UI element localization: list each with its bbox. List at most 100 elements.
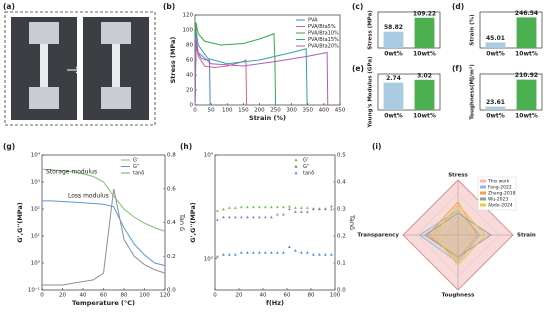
data-point [270, 205, 273, 209]
data-point [258, 215, 261, 219]
x-tick-label: 0wt% [486, 51, 505, 58]
data-point [216, 255, 219, 258]
data-point [282, 205, 285, 209]
x-tick-label: 10wt% [515, 113, 538, 120]
x-tick-label: 250 [270, 108, 281, 114]
legend-label: PVA/Bta20% [308, 44, 339, 50]
legend-label: PVA/Bta5% [308, 24, 336, 30]
annotation: Storage modulus [46, 169, 97, 176]
legend-marker [294, 158, 298, 162]
panel-label: (f) [452, 64, 462, 73]
data-line [194, 41, 248, 106]
data-point [216, 218, 219, 221]
data-line [194, 22, 277, 106]
annotation: Loss modulus [68, 193, 109, 200]
clamp [101, 22, 131, 44]
x-tick-label: 20 [59, 293, 66, 299]
legend-marker [294, 164, 298, 168]
data-point [288, 245, 291, 249]
y-tick-label: 80 [186, 43, 193, 49]
data-point [282, 251, 285, 254]
data-point [318, 207, 321, 211]
x-tick-label: 40 [260, 293, 267, 299]
y2-tick-label: 0.1 [337, 261, 346, 267]
radar-polygon [424, 212, 492, 258]
data-point [276, 205, 279, 209]
y2-tick-label: 0.8 [167, 153, 176, 159]
data-point [324, 207, 327, 211]
value-label: 210.92 [515, 72, 538, 79]
data-point [234, 253, 237, 256]
data-point [264, 215, 267, 219]
x-tick-label: 100 [330, 293, 341, 299]
legend-marker [294, 171, 298, 175]
radar-polygon [427, 201, 478, 261]
legend-swatch [480, 203, 486, 207]
x-axis-label: Strain (%) [249, 114, 286, 122]
data-line [42, 188, 166, 286]
data-point [300, 251, 303, 254]
panel-label: (i) [372, 142, 381, 151]
x-tick-label: 120 [160, 293, 171, 299]
y2-tick-label: 0.6 [167, 186, 176, 192]
radar-axis-label: Stress [448, 173, 468, 179]
y-tick-label: 100 [183, 28, 194, 34]
value-label: 23.61 [486, 99, 505, 106]
x-tick-label: 80 [121, 293, 128, 299]
panel-label: (a) [3, 2, 15, 11]
legend-label: G'' [303, 164, 310, 170]
bar [414, 17, 435, 48]
panel-label: (d) [452, 2, 464, 11]
x-axis-label: Temperature (°C) [72, 299, 135, 307]
y-axis-label: Stress (MPa) [169, 37, 177, 84]
x-tick-label: 20 [236, 293, 243, 299]
panel-label: (h) [180, 142, 192, 151]
legend-label: tanδ [133, 171, 144, 177]
clamp [29, 87, 59, 109]
data-point [216, 209, 219, 212]
y-tick-label: 20 [186, 88, 193, 94]
data-point [288, 204, 291, 208]
y2-tick-label: 0.4 [337, 180, 346, 186]
y-tick-label: 10³ [204, 255, 213, 262]
x-tick-label: 100 [139, 293, 150, 299]
legend-label: Abdo-2024 [488, 203, 513, 209]
x-tick-label: 0wt% [384, 113, 403, 120]
x-tick-label: 0 [213, 293, 217, 299]
data-point [282, 213, 285, 216]
x-tick-label: 200 [254, 108, 265, 114]
data-point [306, 210, 309, 213]
legend-swatch [480, 185, 486, 189]
radar-axis-label: Toughness [442, 293, 475, 299]
bar [485, 106, 506, 110]
data-point [222, 207, 225, 211]
data-point [240, 215, 243, 219]
data-point [234, 215, 237, 219]
panel-label: (e) [352, 64, 364, 73]
radar-polygon [432, 204, 487, 266]
data-point [306, 206, 309, 209]
y2-tick-label: 0.5 [337, 153, 346, 159]
x-tick-label: 10wt% [413, 51, 436, 58]
bar [516, 79, 537, 110]
data-point [270, 215, 273, 219]
data-point [288, 207, 291, 211]
x-tick-label: 100 [222, 108, 233, 114]
legend-label: Zhang-2018 [488, 191, 516, 197]
y-tick-label: 10³ [31, 179, 40, 186]
y2-tick-label: 0.0 [167, 288, 176, 294]
specimen [40, 44, 48, 87]
data-line [194, 37, 329, 106]
data-point [228, 206, 231, 209]
y-tick-label: 10⁰ [31, 260, 41, 267]
panel-label: (b) [163, 2, 175, 11]
legend-label: G' [133, 158, 138, 164]
y-tick-label: 10⁴ [204, 152, 214, 159]
y2-tick-label: 0.3 [337, 207, 346, 213]
radar-axis-label: Transparency [357, 233, 399, 239]
legend-label: PVA [308, 18, 318, 24]
data-point [222, 253, 225, 256]
x-axis-label: f(Hz) [266, 299, 284, 307]
bar [516, 17, 537, 48]
